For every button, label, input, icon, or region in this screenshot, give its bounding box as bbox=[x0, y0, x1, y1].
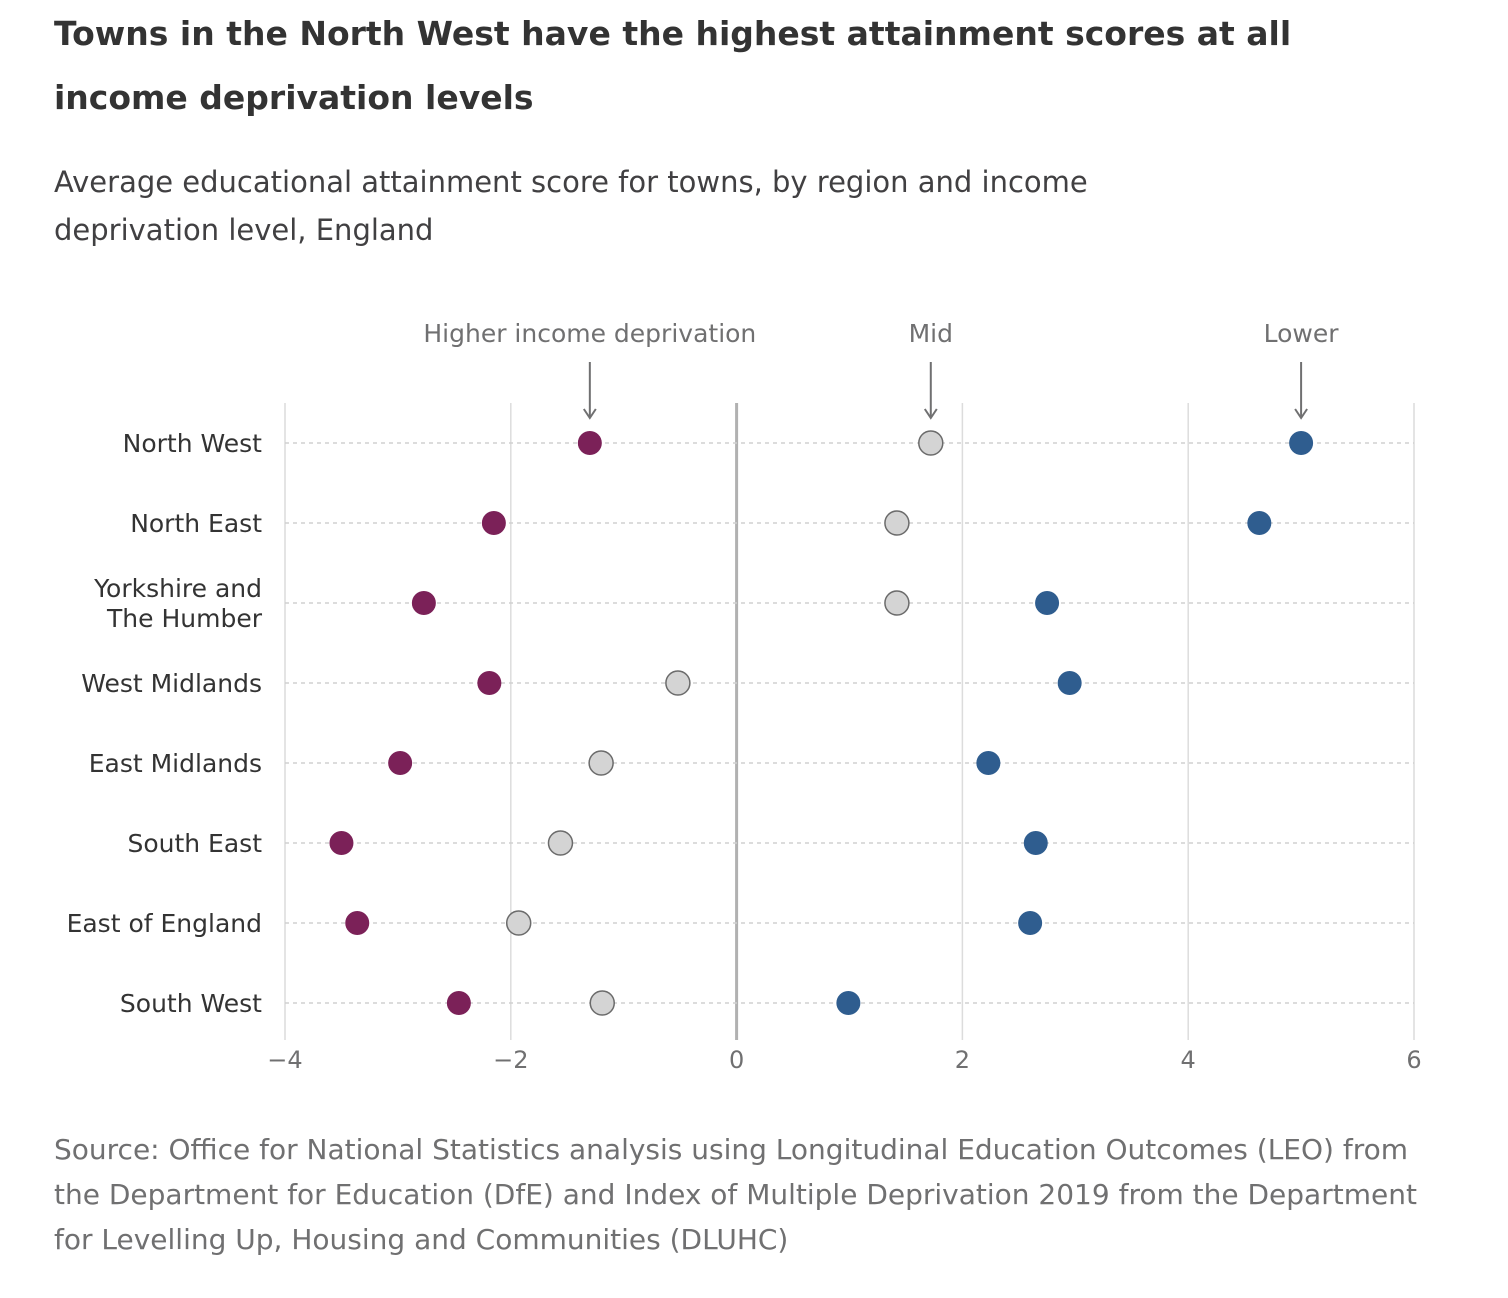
annotation-arrow-head bbox=[1294, 408, 1308, 420]
data-point-higher-income-deprivation bbox=[345, 911, 370, 935]
category-label: North East bbox=[130, 509, 262, 538]
row-guide-lines bbox=[285, 442, 1414, 1004]
series-annotations: Higher income deprivation Mid Lower bbox=[423, 319, 1340, 420]
annotation-label: Higher income deprivation bbox=[423, 319, 756, 348]
data-point-lower bbox=[1035, 591, 1060, 615]
chart-subtitle: Average educational attainment score for… bbox=[54, 165, 1088, 247]
x-axis-tick-labels: −4 −2 0 2 4 6 bbox=[267, 1046, 1421, 1074]
data-point-higher-income-deprivation bbox=[388, 751, 413, 775]
data-point-mid bbox=[588, 750, 614, 776]
category-label: South East bbox=[127, 829, 262, 858]
data-point-higher-income-deprivation bbox=[481, 511, 506, 535]
data-point-mid bbox=[665, 670, 691, 696]
data-point-lower bbox=[1023, 831, 1048, 855]
chart-title: Towns in the North West have the highest… bbox=[54, 14, 1292, 117]
vertical-gridlines bbox=[284, 403, 1415, 1040]
data-point-lower bbox=[1018, 911, 1043, 935]
data-point-higher-income-deprivation bbox=[329, 831, 354, 855]
data-point-higher-income-deprivation bbox=[477, 671, 502, 695]
x-tick-label: −4 bbox=[267, 1046, 302, 1074]
source-note: Source: Office for National Statistics a… bbox=[54, 1133, 1417, 1256]
data-point-mid bbox=[918, 430, 944, 456]
x-tick-label: −2 bbox=[493, 1046, 528, 1074]
x-tick-label: 6 bbox=[1406, 1046, 1421, 1074]
x-tick-label: 4 bbox=[1181, 1046, 1196, 1074]
data-point-higher-income-deprivation bbox=[577, 431, 602, 455]
data-point-lower bbox=[1057, 671, 1082, 695]
x-tick-label: 0 bbox=[729, 1046, 744, 1074]
data-point-mid bbox=[505, 910, 532, 936]
data-point-higher-income-deprivation bbox=[446, 991, 471, 1015]
category-label: South West bbox=[120, 989, 262, 1018]
data-point-lower bbox=[1247, 511, 1272, 535]
category-label: Yorkshire and bbox=[93, 574, 262, 603]
data-point-mid bbox=[884, 510, 910, 536]
data-point-mid bbox=[547, 830, 574, 856]
x-tick-label: 2 bbox=[955, 1046, 970, 1074]
data-point-lower bbox=[836, 991, 861, 1015]
category-label: East of England bbox=[67, 909, 262, 938]
annotation-arrow-head bbox=[923, 408, 938, 420]
annotation-arrow-head bbox=[582, 408, 597, 420]
data-points bbox=[329, 430, 1314, 1016]
annotation-label: Mid bbox=[909, 319, 953, 348]
data-point-higher-income-deprivation bbox=[411, 591, 436, 615]
data-point-lower bbox=[976, 751, 1001, 775]
category-label: East Midlands bbox=[89, 749, 262, 778]
data-point-lower bbox=[1289, 431, 1314, 455]
data-point-mid bbox=[589, 990, 615, 1016]
category-label: West Midlands bbox=[81, 669, 262, 698]
category-label: North West bbox=[123, 429, 263, 458]
category-label: The Humber bbox=[106, 604, 263, 633]
data-point-mid bbox=[884, 590, 910, 616]
annotation-label: Lower bbox=[1264, 319, 1340, 348]
dot-plot-chart: Higher income deprivation Mid Lower North … bbox=[67, 319, 1422, 1074]
